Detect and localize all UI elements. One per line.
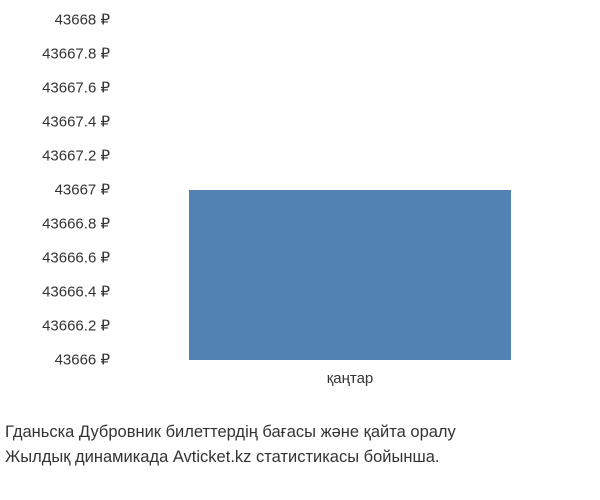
y-tick-label: 43667.6 ₽	[0, 81, 110, 96]
chart-area: 43668 ₽ 43667.8 ₽ 43667.6 ₽ 43667.4 ₽ 43667.…	[0, 0, 600, 400]
caption-line-2: Жылдық динамикада Avticket.kz статистика…	[5, 445, 456, 470]
caption-line-1: Гданьска Дубровник билеттердің бағасы жә…	[5, 420, 456, 445]
y-tick-label: 43666 ₽	[0, 353, 110, 368]
plot-region	[120, 20, 580, 360]
y-tick-label: 43668 ₽	[0, 13, 110, 28]
chart-caption: Гданьска Дубровник билеттердің бағасы жә…	[5, 420, 456, 470]
x-category-label: қаңтар	[120, 370, 580, 387]
y-tick-label: 43666.8 ₽	[0, 217, 110, 232]
y-tick-label: 43667.8 ₽	[0, 47, 110, 62]
bar	[189, 190, 511, 360]
y-tick-label: 43667.2 ₽	[0, 149, 110, 164]
y-tick-label: 43667 ₽	[0, 183, 110, 198]
y-tick-label: 43666.2 ₽	[0, 319, 110, 334]
y-tick-label: 43667.4 ₽	[0, 115, 110, 130]
y-tick-label: 43666.4 ₽	[0, 285, 110, 300]
y-tick-label: 43666.6 ₽	[0, 251, 110, 266]
y-axis: 43668 ₽43667.8 ₽43667.6 ₽43667.4 ₽43667.…	[0, 20, 110, 360]
